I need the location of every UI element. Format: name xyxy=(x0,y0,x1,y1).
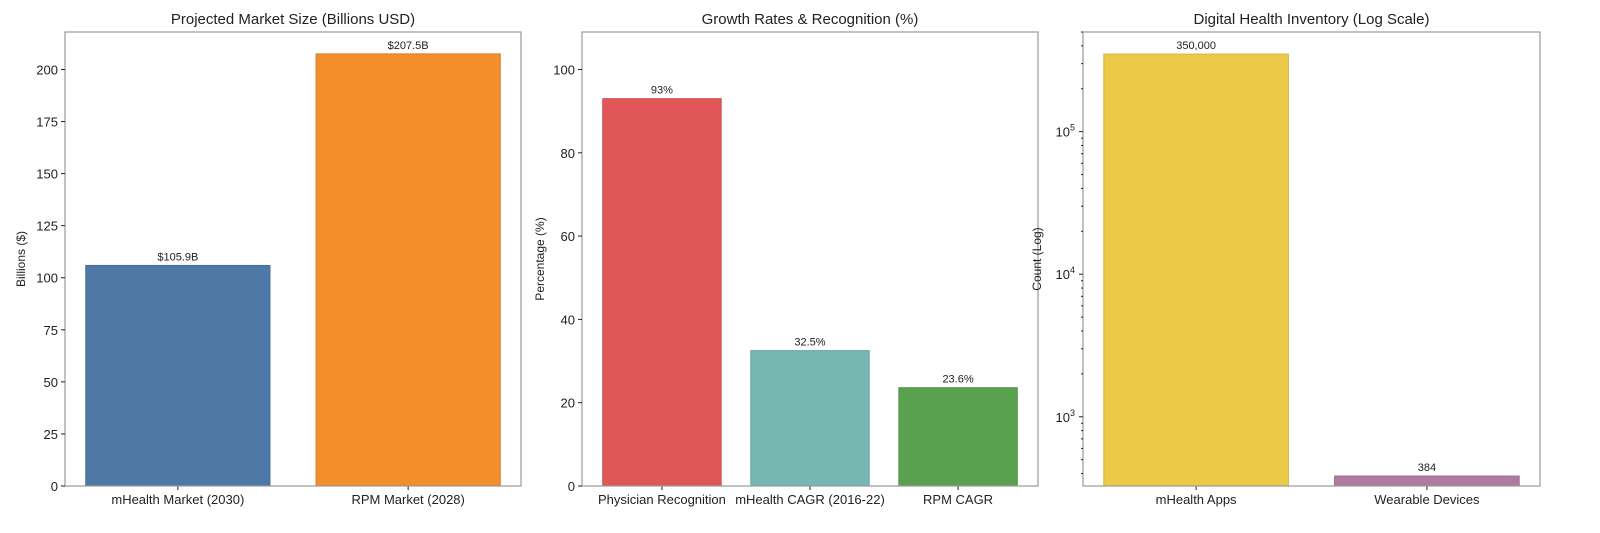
axes-frame xyxy=(581,31,1039,487)
y-tick-label: 150 xyxy=(36,167,58,182)
y-tick-label: 200 xyxy=(36,62,58,77)
data-label: $207.5B xyxy=(388,40,429,52)
data-label: 350,000 xyxy=(1176,40,1216,52)
data-label: 23.6% xyxy=(942,374,973,386)
y-tick-label: 60 xyxy=(561,229,575,244)
subplot-1: Projected Market Size (Billions USD) $105… xyxy=(14,11,522,507)
y-axis-label: Percentage (%) xyxy=(533,217,547,300)
y-tick-label: 75 xyxy=(44,323,58,338)
bar-3 xyxy=(898,387,1018,487)
y-tick-label: 0 xyxy=(51,479,58,494)
y-tick-label: 105 xyxy=(1056,123,1075,140)
bar-2 xyxy=(750,350,870,487)
x-tick-label: mHealth Apps xyxy=(1156,492,1237,507)
subplot-3: Digital Health Inventory (Log Scale) 350,… xyxy=(1030,11,1541,507)
bar-2 xyxy=(1334,475,1520,487)
data-label: 32.5% xyxy=(794,337,825,349)
y-axis-label: Count (Log) xyxy=(1030,227,1044,290)
y-tick-label: 40 xyxy=(561,312,575,327)
data-label: $105.9B xyxy=(157,251,198,263)
y-tick-label: 20 xyxy=(561,396,575,411)
axes-frame xyxy=(64,31,522,487)
y-tick-label: 100 xyxy=(36,271,58,286)
y-tick-label: 0 xyxy=(568,479,575,494)
y-tick-label: 100 xyxy=(553,62,575,77)
bar-1 xyxy=(1103,53,1289,487)
x-tick-label: mHealth CAGR (2016-22) xyxy=(735,492,885,507)
y-axis-label: Billions ($) xyxy=(14,231,28,287)
y-tick-label: 80 xyxy=(561,146,575,161)
x-tick-label: RPM CAGR xyxy=(923,492,993,507)
bar-1 xyxy=(602,98,722,487)
x-tick-label: Wearable Devices xyxy=(1374,492,1480,507)
x-tick-label: RPM Market (2028) xyxy=(351,492,464,507)
y-tick-label: 50 xyxy=(44,375,58,390)
data-label: 93% xyxy=(651,85,673,97)
chart-title: Growth Rates & Recognition (%) xyxy=(702,11,919,28)
bar-1 xyxy=(85,264,271,487)
axes-frame xyxy=(1082,31,1541,487)
y-tick-label: 125 xyxy=(36,219,58,234)
chart-title: Projected Market Size (Billions USD) xyxy=(171,11,415,28)
y-tick-label: 175 xyxy=(36,115,58,130)
data-label: 384 xyxy=(1418,462,1436,474)
x-tick-label: mHealth Market (2030) xyxy=(111,492,244,507)
y-tick-label: 25 xyxy=(44,427,58,442)
subplot-2: Growth Rates & Recognition (%) 93% Physici… xyxy=(533,11,1039,507)
y-tick-label: 104 xyxy=(1056,265,1075,282)
x-tick-label: Physician Recognition xyxy=(598,492,726,507)
y-tick-label: 103 xyxy=(1056,408,1075,425)
bar-2 xyxy=(315,53,501,487)
chart-title: Digital Health Inventory (Log Scale) xyxy=(1194,11,1430,28)
